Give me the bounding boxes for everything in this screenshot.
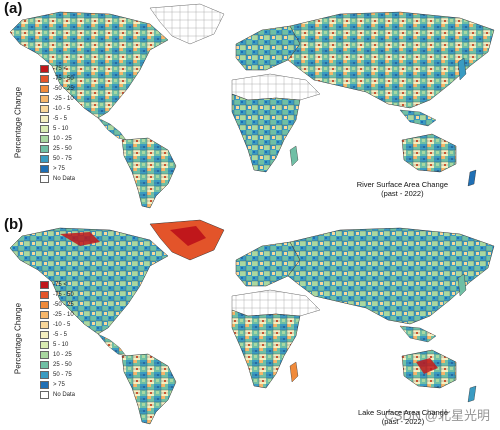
- legend-item: 10 - 25: [40, 350, 72, 360]
- legend-swatch: [40, 391, 49, 399]
- panel-lake: (b) Percentage Change -75 < -75: [0, 216, 500, 428]
- legend-swatch: [40, 331, 49, 339]
- legend-item: -75 <: [40, 280, 67, 290]
- legend-swatch: [40, 135, 49, 143]
- japan: [457, 273, 467, 297]
- legend-swatch: [40, 125, 49, 133]
- japan: [457, 57, 467, 81]
- north-america: [9, 227, 169, 335]
- legend-item: No Data: [40, 174, 75, 184]
- legend-item: 5 - 10: [40, 340, 68, 350]
- legend-item: -75 <: [40, 64, 67, 74]
- legend-item: 10 - 25: [40, 134, 72, 144]
- legend-swatch: [40, 115, 49, 123]
- legend-swatch: [40, 381, 49, 389]
- central-america: [97, 333, 127, 357]
- new-zealand: [467, 169, 477, 187]
- legend-swatch: [40, 155, 49, 163]
- sahara-arabia: [231, 289, 321, 317]
- panel-label: (a): [4, 0, 23, 17]
- legend-item: -50 - 25: [40, 84, 74, 94]
- caption-period: (past - 2022): [381, 417, 425, 426]
- legend-item: -50 - 25: [40, 300, 74, 310]
- africa: [231, 309, 301, 389]
- legend-swatch: [40, 165, 49, 173]
- legend-item: -25 - 10: [40, 94, 74, 104]
- legend: Percentage Change -75 < -75 - 50 -50 - 2…: [8, 64, 88, 194]
- asia: [287, 11, 495, 109]
- legend-swatch: [40, 301, 49, 309]
- river-change-map: [9, 3, 495, 209]
- caption-title: Lake Surface Area Change: [357, 408, 448, 417]
- madagascar: [289, 145, 299, 167]
- legend-item: 50 - 75: [40, 370, 72, 380]
- southeast-asia: [399, 325, 437, 343]
- legend-item: -10 - 5: [40, 104, 70, 114]
- legend-swatch: [40, 65, 49, 73]
- panel-label: (b): [4, 216, 24, 233]
- map-caption: Lake Surface Area Change (past - 2022): [358, 408, 448, 426]
- south-america: [121, 353, 177, 425]
- legend-swatch: [40, 175, 49, 183]
- legend-swatch: [40, 145, 49, 153]
- greenland: [149, 3, 225, 45]
- legend-item: 25 - 50: [40, 360, 72, 370]
- europe: [235, 241, 301, 287]
- caption-period: (past - 2022): [381, 189, 424, 198]
- watermark-text: CSDN @北星光明: [384, 408, 490, 423]
- south-america: [121, 137, 177, 209]
- legend-swatch: [40, 311, 49, 319]
- legend-axis-label: Percentage Change: [13, 86, 23, 159]
- australia: [401, 133, 457, 173]
- europe: [235, 25, 301, 71]
- central-america: [97, 117, 127, 141]
- legend-swatch: [40, 321, 49, 329]
- legend-swatch: [40, 281, 49, 289]
- legend-item: No Data: [40, 390, 75, 400]
- legend-item: > 75: [40, 164, 65, 174]
- legend: Percentage Change -75 < -75 - 50 -50 - 2…: [8, 280, 88, 410]
- legend-item: 50 - 75: [40, 154, 72, 164]
- legend-swatch: [40, 361, 49, 369]
- legend-swatch: [40, 291, 49, 299]
- madagascar: [289, 361, 299, 383]
- map-caption: River Surface Area Change (past - 2022): [357, 180, 448, 198]
- panel-river: (a) Percentage Change -75 < -75 - 50 -50…: [0, 0, 500, 212]
- africa: [231, 93, 301, 173]
- legend-item: -25 - 10: [40, 310, 74, 320]
- legend-item: 25 - 50: [40, 144, 72, 154]
- legend-swatch: [40, 105, 49, 113]
- legend-item: > 75: [40, 380, 65, 390]
- legend-axis-label: Percentage Change: [13, 302, 23, 375]
- lake-change-map: [9, 219, 495, 425]
- southeast-asia: [399, 109, 437, 127]
- legend-swatch: [40, 371, 49, 379]
- legend-item: -5 - 5: [40, 330, 67, 340]
- legend-item: -10 - 5: [40, 320, 70, 330]
- legend-swatch: [40, 341, 49, 349]
- legend-swatch: [40, 75, 49, 83]
- legend-swatch: [40, 351, 49, 359]
- new-zealand: [467, 385, 477, 403]
- legend-item: 5 - 10: [40, 124, 68, 134]
- legend-item: -75 - 50: [40, 290, 74, 300]
- north-america: [9, 11, 169, 119]
- caption-title: River Surface Area Change: [356, 180, 448, 189]
- legend-swatch: [40, 85, 49, 93]
- sahara-arabia: [231, 73, 321, 101]
- legend-item: -5 - 5: [40, 114, 67, 124]
- legend-item: -75 - 50: [40, 74, 74, 84]
- legend-swatch: [40, 95, 49, 103]
- asia: [287, 227, 495, 325]
